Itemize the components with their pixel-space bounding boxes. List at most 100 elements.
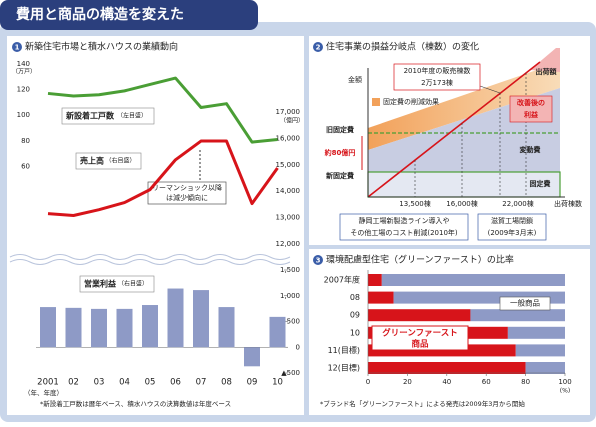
y2-tick-label: 14,000	[276, 187, 301, 195]
bar-segment	[368, 291, 394, 304]
bar	[218, 307, 235, 348]
legend-label: 一般商品	[510, 298, 540, 308]
legend-label: 営業利益	[84, 279, 117, 289]
legend-box	[371, 325, 469, 351]
bar-segment	[470, 309, 565, 322]
y3-tick-label: 500	[287, 318, 300, 326]
x-mark: 16,000棟	[446, 199, 478, 208]
note: *ブランド名「グリーンファースト」による発売は2009年3月から開始	[320, 399, 525, 408]
note: *新設着工戸数は暦年ベース、積水ハウスの決算数値は年度ベース	[40, 399, 231, 408]
title-marker-number: 3	[316, 257, 321, 265]
y-tick-label: 80	[21, 137, 30, 145]
y-tick-label: 100	[17, 111, 30, 119]
legend-label: 固定費の削減効果	[383, 97, 439, 106]
y3-tick-label: 1,500	[280, 266, 300, 274]
x-tick-label: 03	[94, 378, 105, 388]
y3-tick-label: 0	[296, 343, 300, 351]
legend-label: 新設着工戸数	[65, 111, 115, 121]
y2-tick-label: 13,000	[276, 214, 301, 222]
new-fixed-label: 新固定費	[325, 171, 354, 180]
header-banner	[0, 0, 258, 30]
x-tick-label: 20	[403, 378, 412, 386]
chart-title: 環境配慮型住宅（グリーンファースト）の比率	[326, 254, 514, 266]
legend-box	[79, 275, 155, 293]
variable-label: 変動費	[520, 145, 541, 154]
note-box	[477, 213, 547, 241]
x-tick-label: 02	[68, 378, 79, 388]
x-mark: 22,000棟	[502, 199, 534, 208]
x-tick-label: 60	[482, 378, 491, 386]
x-unit: (%)	[560, 388, 570, 395]
y-tick-label: 120	[17, 86, 30, 94]
y2-unit: （億円）	[280, 117, 304, 125]
y-tick-label: 08	[350, 293, 360, 302]
legend-label: グリーンファースト	[382, 328, 457, 339]
note: (2009年3月末)	[488, 228, 537, 237]
y3-tick-label: ▲500	[281, 369, 300, 377]
line	[47, 76, 278, 144]
y2-tick-label: 16,000	[276, 134, 301, 142]
x-tick-label: 04	[119, 378, 130, 388]
legend-box	[61, 107, 155, 125]
profit-label: 改善後の	[517, 98, 545, 107]
bar-segment	[515, 344, 565, 357]
callout-line	[479, 85, 501, 94]
x-tick-label: 08	[221, 378, 232, 388]
legend-box	[75, 152, 142, 170]
x-unit: （年、年度）	[24, 388, 63, 397]
x-tick-label: 2001	[37, 378, 59, 388]
x-label: 出荷棟数	[554, 199, 582, 208]
x-tick-label: 09	[247, 378, 258, 388]
bar	[269, 316, 286, 348]
bar	[142, 305, 158, 348]
chart-title: 新築住宅市場と積水ハウスの業績動向	[25, 41, 178, 53]
x-tick-label: 40	[442, 378, 451, 386]
title-marker	[313, 42, 323, 52]
axis-break	[9, 254, 291, 265]
bar	[167, 288, 184, 348]
fixed-label: 固定費	[530, 179, 551, 188]
sales-line	[367, 61, 541, 198]
x-tick-label: 0	[366, 378, 370, 386]
legend-note: （左目盛）	[117, 112, 147, 120]
x-tick-label: 100	[558, 378, 571, 386]
bar-segment	[381, 274, 565, 286]
profit-box	[509, 95, 553, 123]
profit-area	[530, 48, 560, 72]
title-marker-number: 1	[15, 44, 20, 52]
bar-segment	[368, 309, 471, 322]
y2-tick-label: 15,000	[276, 161, 301, 169]
y-tick-label: 140	[17, 60, 30, 68]
x-tick-label: 06	[170, 378, 181, 388]
legend-note: （右目盛）	[106, 157, 136, 165]
line	[47, 139, 279, 217]
legend-swatch	[372, 98, 380, 106]
diagram-title: 住宅事業の損益分岐点（棟数）の変化	[326, 41, 479, 53]
y-tick-label: 11(目標)	[328, 345, 360, 355]
sales-label: 出荷額	[536, 67, 558, 76]
old-fixed-label: 旧固定費	[326, 125, 354, 134]
annotation-box	[147, 181, 227, 205]
legend-box	[499, 296, 551, 311]
bar	[40, 307, 56, 348]
bar	[193, 290, 209, 348]
x-tick-label: 80	[521, 378, 530, 386]
y-tick-label: 60	[21, 162, 30, 170]
callout: 2010年度の販売棟数	[404, 66, 471, 75]
y-tick-label: 12(目標)	[328, 363, 360, 373]
legend-label: 商品	[411, 339, 429, 350]
note-box	[339, 213, 469, 241]
legend-note: （右目盛）	[118, 280, 148, 288]
y2-tick-label: 12,000	[276, 240, 301, 248]
title-marker	[12, 42, 22, 52]
fixed-cost-area	[367, 171, 561, 198]
title-marker	[313, 255, 323, 265]
bar	[116, 308, 133, 348]
y2-tick-label: 17,000	[276, 108, 301, 116]
note: 滋賀工場閉鎖	[491, 216, 533, 225]
x-tick-label: 10	[272, 378, 283, 388]
header-title: 費用と商品の構造を変えた	[16, 6, 184, 23]
title-marker-number: 2	[316, 44, 321, 52]
y-label: 金額	[348, 75, 362, 84]
